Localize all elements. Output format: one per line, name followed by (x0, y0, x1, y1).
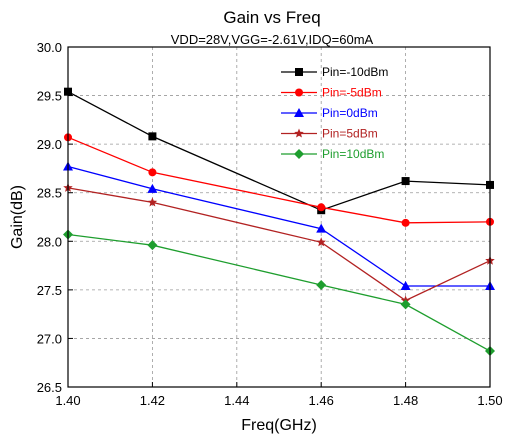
data-point (401, 177, 410, 186)
data-point (316, 223, 327, 233)
data-point (148, 132, 157, 141)
series-0 (64, 87, 494, 215)
series-layer (63, 87, 495, 357)
legend-label: Pin=0dBm (322, 106, 378, 120)
legend-item: Pin=5dBm (281, 127, 378, 141)
x-tick-label: 1.40 (55, 393, 80, 408)
y-tick-label: 28.5 (37, 186, 62, 201)
series-line (67, 136, 491, 224)
x-tick-label: 1.46 (309, 393, 334, 408)
data-point (317, 203, 326, 212)
series-4 (63, 229, 495, 357)
data-point (316, 280, 327, 290)
data-point (147, 197, 158, 207)
x-tick-label: 1.50 (477, 393, 502, 408)
legend-label: Pin=10dBm (322, 147, 384, 161)
legend-label: Pin=-10dBm (322, 65, 388, 79)
chart-title: Gain vs Freq (223, 8, 320, 27)
data-point (148, 168, 157, 177)
x-axis-label: Freq(GHz) (241, 417, 317, 434)
data-point (147, 240, 158, 251)
legend-item: Pin=-10dBm (281, 65, 388, 79)
legend-swatch-marker (295, 68, 303, 76)
data-point (400, 299, 411, 310)
y-tick-label: 28.0 (37, 234, 62, 249)
series-line (67, 233, 491, 352)
legend-label: Pin=5dBm (322, 127, 378, 141)
legend: Pin=-10dBm Pin=-5dBm Pin=0dBm Pin=5dBm Pin=1… (281, 65, 388, 161)
legend-swatch-marker (294, 149, 304, 159)
y-tick-label: 27.0 (37, 331, 62, 346)
y-axis-label: Gain(dB) (9, 185, 26, 249)
y-tick-label: 27.5 (37, 283, 62, 298)
series-line (67, 91, 491, 211)
y-tick-label: 30.0 (37, 40, 62, 55)
data-point (316, 237, 326, 247)
x-tick-label: 1.42 (140, 393, 165, 408)
y-tick-label: 26.5 (37, 380, 62, 395)
x-tick-label: 1.48 (393, 393, 418, 408)
x-tick-label: 1.44 (224, 393, 249, 408)
axis-ticks: 1.40 1.42 1.44 1.46 1.48 1.50 26.5 27.0 27.5 28.0… (37, 40, 503, 408)
legend-swatch-marker (294, 128, 304, 138)
y-tick-label: 29.5 (37, 89, 62, 104)
legend-item: Pin=0dBm (281, 106, 378, 120)
data-point (147, 183, 158, 193)
series-2 (63, 161, 495, 290)
series-line (67, 187, 491, 302)
legend-item: Pin=-5dBm (281, 86, 382, 100)
grid-lines (68, 47, 490, 387)
series-1 (64, 133, 494, 227)
data-point (401, 218, 410, 227)
chart-subtitle: VDD=28V,VGG=-2.61V,IDQ=60mA (171, 32, 374, 47)
legend-swatch-marker (295, 88, 303, 97)
data-point (400, 280, 411, 290)
legend-label: Pin=-5dBm (322, 86, 382, 100)
plot-frame (67, 46, 491, 388)
legend-item: Pin=10dBm (281, 147, 384, 161)
y-tick-label: 29.0 (37, 137, 62, 152)
legend-swatch-marker (294, 108, 304, 117)
series-line (67, 165, 490, 287)
